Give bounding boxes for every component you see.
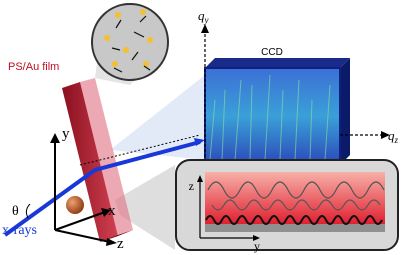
q-symbol: q: [198, 8, 205, 23]
ccd-label: CCD: [261, 47, 283, 58]
angle-label: θ: [12, 204, 19, 219]
film-label: PS/Au film: [8, 61, 59, 73]
sample-axes: [54, 140, 111, 243]
arrowhead: [381, 131, 390, 139]
angle-arc: [25, 203, 31, 219]
y-label: y: [62, 126, 70, 142]
inset-y-label: y: [254, 239, 260, 253]
x-ray-beam: [3, 140, 201, 237]
arrowheads: [50, 133, 117, 246]
beam-label: x-rays: [2, 223, 37, 238]
arrowhead: [201, 24, 209, 33]
film-inset: [175, 159, 399, 251]
x-label: x: [108, 203, 116, 219]
ccd-detector: [204, 58, 350, 166]
film: [62, 78, 133, 242]
qz-label: qz: [388, 128, 399, 145]
arrowhead: [194, 138, 205, 146]
reference-line: [79, 134, 201, 166]
molecule-inset: [91, 3, 169, 81]
qy-label: qy: [198, 8, 209, 25]
sample-ball: [66, 196, 84, 214]
zoom-wedge: [115, 165, 175, 250]
q-symbol: q: [388, 128, 395, 143]
scatter-cone: [110, 75, 205, 160]
subscript: y: [204, 15, 209, 25]
inset-z-label: z: [189, 179, 194, 193]
subscript: z: [394, 135, 399, 145]
z-label: z: [117, 236, 124, 252]
